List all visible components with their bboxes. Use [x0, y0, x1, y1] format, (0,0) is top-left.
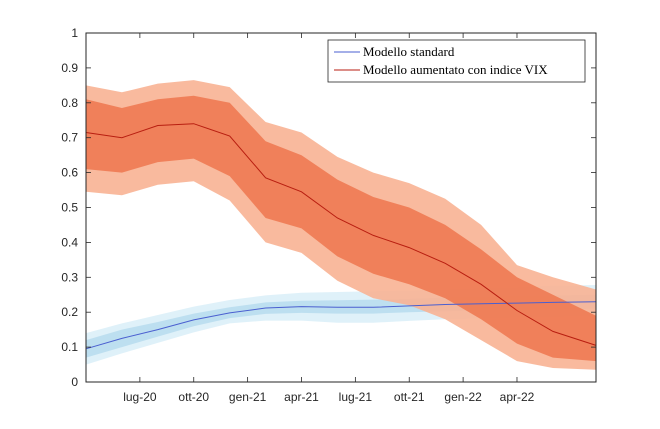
- y-axis: 0 0.1 0.2 0.3 0.4 0.5 0.6 0.7 0.8 0.9 1: [61, 26, 596, 389]
- legend-label-modello-vix: Modello aumentato con indice VIX: [363, 62, 548, 77]
- y-tick-label: 0.7: [61, 131, 78, 145]
- y-tick-label: 0.6: [61, 166, 78, 180]
- x-axis: lug-20 ott-20 gen-21 apr-21 lug-21 ott-21 gen-…: [123, 33, 535, 404]
- x-tick-label: lug-20: [123, 390, 157, 404]
- y-tick-label: 0: [71, 375, 78, 389]
- x-tick-label: ott-21: [394, 390, 425, 404]
- series-0-line: [85, 301, 597, 350]
- x-tick-label: lug-21: [339, 390, 373, 404]
- legend-box: [327, 39, 586, 83]
- y-tick-label: 0.9: [61, 61, 78, 75]
- x-tick-label: ott-20: [178, 390, 209, 404]
- y-tick-label: 0.4: [61, 235, 78, 249]
- x-tick-label: gen-22: [444, 390, 482, 404]
- y-tick-label: 1: [71, 26, 78, 40]
- y-tick-label: 0.1: [61, 340, 78, 354]
- y-tick-label: 0.2: [61, 305, 78, 319]
- confidence-bands: [86, 80, 596, 370]
- x-tick-label: apr-21: [284, 390, 319, 404]
- series-lines: [85, 123, 597, 350]
- y-tick-label: 0.3: [61, 270, 78, 284]
- x-tick-label: apr-22: [500, 390, 535, 404]
- legend: Modello standard Modello aumentato con i…: [327, 39, 586, 83]
- y-tick-label: 0.5: [61, 201, 78, 215]
- y-tick-label: 0.8: [61, 96, 78, 110]
- x-tick-label: gen-21: [229, 390, 267, 404]
- series-1-line: [85, 123, 597, 346]
- legend-label-modello-standard: Modello standard: [363, 44, 455, 59]
- series-1-inner-band: [86, 95, 596, 362]
